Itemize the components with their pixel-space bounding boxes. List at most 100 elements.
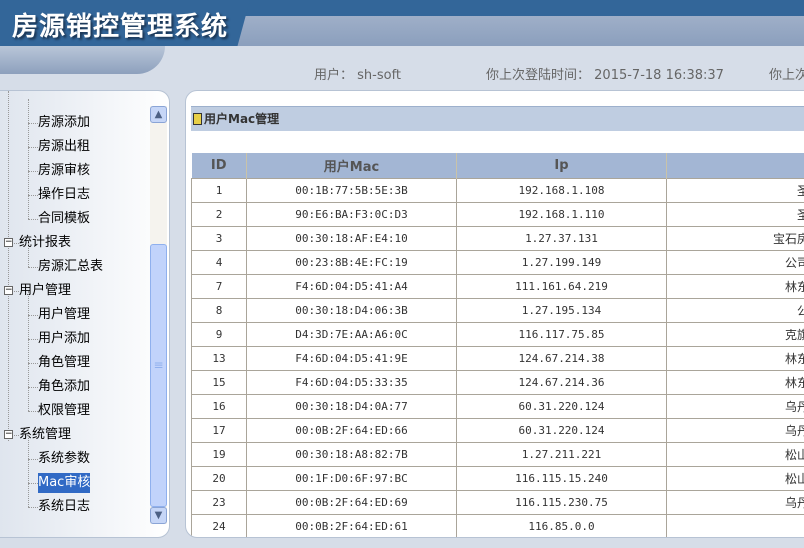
cell-ip: 60.31.220.124 xyxy=(456,393,667,419)
book-icon xyxy=(193,113,202,125)
tree-item[interactable]: 角色添加 xyxy=(38,379,91,394)
cell-org: 林东客 xyxy=(666,345,804,371)
cell-ip: 192.168.1.108 xyxy=(456,177,667,203)
cell-id: 15 xyxy=(191,369,247,395)
cell-org: 公司客 xyxy=(666,249,804,275)
cell-mac: 00:23:8B:4E:FC:19 xyxy=(246,249,457,275)
tree-item[interactable]: 房源添加 xyxy=(38,115,91,130)
last-login-time: 2015-7-18 16:38:37 xyxy=(594,68,724,83)
table-row[interactable]: 400:23:8B:4E:FC:191.27.199.149公司客 xyxy=(191,249,804,275)
tree-item[interactable]: 房源汇总表 xyxy=(38,259,104,274)
tree-group[interactable]: 统计报表 xyxy=(19,235,72,250)
cell-id: 8 xyxy=(191,297,247,323)
collapse-icon[interactable]: − xyxy=(4,237,13,247)
tree-item[interactable]: 房源审核 xyxy=(38,163,91,178)
tree-group[interactable]: 用户管理 xyxy=(19,283,72,298)
cell-mac: D4:3D:7E:AA:A6:0C xyxy=(246,321,457,347)
cell-ip: 111.161.64.219 xyxy=(456,273,667,299)
mac-table: ID 用户Mac Ip 1 00:1B:77:5B:5E:3B 192.168.1.… xyxy=(191,153,804,537)
cell-org: 克旗客 xyxy=(666,321,804,347)
tree-item[interactable]: 角色管理 xyxy=(38,355,91,370)
cell-org: 林东代 xyxy=(666,273,804,299)
cell-id: 4 xyxy=(191,249,247,275)
cell-ip: 124.67.214.38 xyxy=(456,345,667,371)
cell-ip: 1.27.195.134 xyxy=(456,297,667,323)
cell-mac: 00:1B:77:5B:5E:3B xyxy=(246,177,457,203)
table-row[interactable]: 300:30:18:AF:E4:101.27.37.131宝石房产 xyxy=(191,225,804,251)
panel-title-bar: 用户Mac管理 xyxy=(191,106,804,131)
cell-org: 乌丹财 xyxy=(666,393,804,419)
cell-org: 乌丹客 xyxy=(666,417,804,443)
cell-id: 17 xyxy=(191,417,247,443)
tree-group[interactable]: 系统管理 xyxy=(19,427,72,442)
collapse-icon[interactable]: − xyxy=(4,285,13,295)
col-org[interactable] xyxy=(666,153,804,178)
tree-item[interactable]: 合同模板 xyxy=(38,211,91,226)
cell-ip: 1.27.37.131 xyxy=(456,225,667,251)
cell-ip: 1.27.211.221 xyxy=(456,441,667,467)
cell-ip: 116.115.15.240 xyxy=(456,465,667,491)
scroll-down-icon[interactable]: ▼ xyxy=(150,507,167,524)
cell-org: 林东客 xyxy=(666,369,804,395)
cell-ip: 116.85.0.0 xyxy=(456,513,667,537)
tree-item[interactable]: 系统日志 xyxy=(38,499,91,514)
cell-ip: 1.27.199.149 xyxy=(456,249,667,275)
table-row[interactable]: 24 00:0B:2F:64:ED:61 116.85.0.0 xyxy=(191,513,804,537)
tree-item[interactable]: 用户管理 xyxy=(38,307,91,322)
tree-item[interactable]: 权限管理 xyxy=(38,403,91,418)
cell-id: 13 xyxy=(191,345,247,371)
tree-item[interactable]: Mac审核 xyxy=(38,473,91,493)
collapse-icon[interactable]: − xyxy=(4,429,13,439)
scroll-thumb[interactable]: ≡ xyxy=(150,244,167,507)
cell-ip: 116.117.75.85 xyxy=(456,321,667,347)
cell-id: 24 xyxy=(191,513,247,537)
cell-mac: 00:30:18:D4:0A:77 xyxy=(246,393,457,419)
cell-mac: 00:30:18:AF:E4:10 xyxy=(246,225,457,251)
cell-mac: F4:6D:04:D5:41:A4 xyxy=(246,273,457,299)
cell-id: 20 xyxy=(191,465,247,491)
cell-org: 松山客 xyxy=(666,465,804,491)
tree-item[interactable]: 房源出租 xyxy=(38,139,91,154)
cell-id: 19 xyxy=(191,441,247,467)
col-ip[interactable]: Ip xyxy=(456,153,667,178)
col-mac[interactable]: 用户Mac xyxy=(246,153,457,178)
cell-id: 16 xyxy=(191,393,247,419)
cell-ip: 116.115.230.75 xyxy=(456,489,667,515)
scroll-up-icon[interactable]: ▲ xyxy=(150,106,167,123)
cell-ip: 124.67.214.36 xyxy=(456,369,667,395)
cell-mac: F4:6D:04:D5:33:35 xyxy=(246,369,457,395)
cell-org xyxy=(666,513,804,537)
panel-title: 用户Mac管理 xyxy=(204,112,280,126)
cell-id: 23 xyxy=(191,489,247,515)
cell-mac: 00:1F:D0:6F:97:BC xyxy=(246,465,457,491)
cell-mac: 00:30:18:A8:82:7B xyxy=(246,441,457,467)
cell-mac: 00:0B:2F:64:ED:69 xyxy=(246,489,457,515)
cell-mac: 00:30:18:D4:06:3B xyxy=(246,297,457,323)
cell-id: 2 xyxy=(191,201,247,227)
cell-mac: 90:E6:BA:F3:0C:D3 xyxy=(246,201,457,227)
app-title: 房源销控管理系统 xyxy=(12,12,229,42)
cell-org: 宝石房产 xyxy=(666,225,804,251)
cell-id: 1 xyxy=(191,177,247,203)
col-id[interactable]: ID xyxy=(191,153,247,178)
tree-item[interactable]: 操作日志 xyxy=(38,187,91,202)
tree-item[interactable]: 用户添加 xyxy=(38,331,91,346)
cell-org: 圣豪 xyxy=(666,201,804,227)
cell-ip: 60.31.220.124 xyxy=(456,417,667,443)
sidebar-scrollbar[interactable]: ▲ ≡ ▼ xyxy=(150,106,167,524)
cell-ip: 192.168.1.110 xyxy=(456,201,667,227)
tree-item[interactable]: 系统参数 xyxy=(38,451,91,466)
table-row[interactable]: 800:30:18:D4:06:3B1.27.195.134公司 xyxy=(191,297,804,323)
cell-org: 乌丹客 xyxy=(666,489,804,515)
